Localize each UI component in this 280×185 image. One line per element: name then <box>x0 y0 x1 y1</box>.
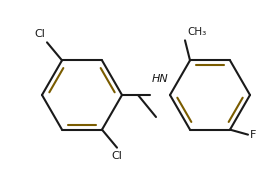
Text: Cl: Cl <box>111 151 122 161</box>
Text: F: F <box>250 130 256 140</box>
Text: HN: HN <box>152 74 168 84</box>
Text: Cl: Cl <box>34 29 45 39</box>
Text: CH₃: CH₃ <box>187 27 206 37</box>
